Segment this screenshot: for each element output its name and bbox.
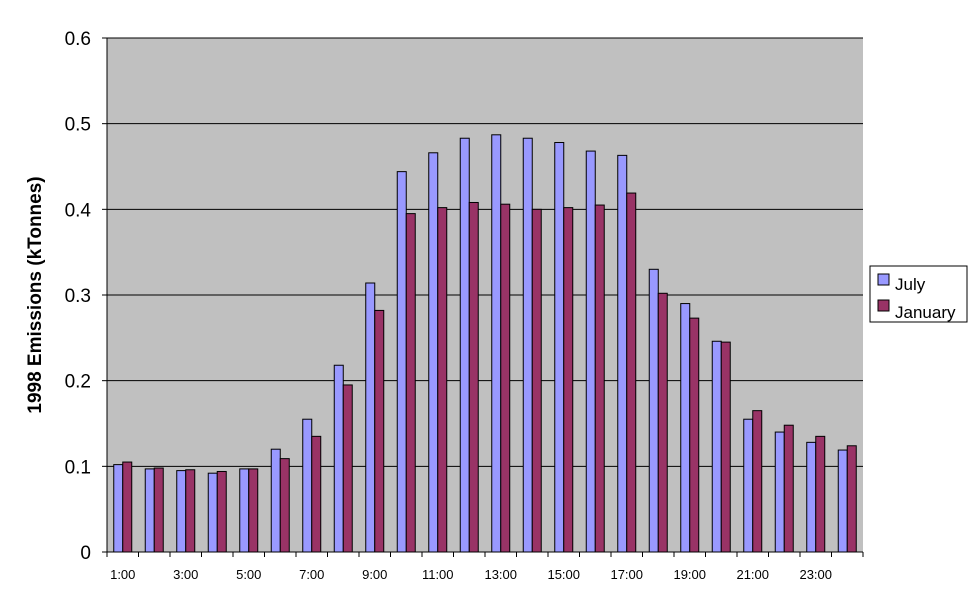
bar-january — [216, 470, 227, 553]
x-tick-label: 5:00 — [236, 567, 261, 582]
y-tick-label: 0.1 — [65, 457, 91, 478]
legend-swatch-july — [877, 273, 890, 286]
x-tick-label: 7:00 — [299, 567, 324, 582]
bar-january — [531, 208, 542, 553]
bar-july — [144, 468, 155, 553]
bar-july — [491, 134, 502, 553]
bar-july — [743, 418, 754, 553]
bar-july — [554, 142, 565, 553]
bar-july — [774, 431, 785, 553]
x-tick-label: 17:00 — [610, 567, 643, 582]
gridlines — [107, 37, 863, 467]
y-ticks: 0 0.1 0.2 0.3 0.4 0.5 0.6 — [65, 29, 107, 564]
bar-july — [239, 468, 250, 553]
bar-january — [626, 192, 637, 553]
legend-label-july: July — [895, 275, 926, 294]
bar-july — [648, 268, 659, 553]
bar-january — [122, 461, 133, 553]
x-tick-label: 1:00 — [110, 567, 135, 582]
bar-july — [270, 448, 281, 553]
bar-january — [846, 445, 857, 553]
bar-july — [711, 340, 722, 553]
y-axis-label: 1998 Emissions (kTonnes) — [25, 176, 46, 413]
bar-july — [522, 137, 533, 553]
bar-january — [468, 201, 479, 553]
bar-july — [837, 449, 848, 553]
x-ticks: 1:00 3:00 5:00 7:00 9:00 11:00 13:00 15:00 17:00… — [106, 552, 864, 582]
y-tick-label: 0.6 — [65, 29, 91, 50]
bar-july — [333, 364, 344, 553]
bar-january — [720, 341, 731, 553]
bar-january — [752, 410, 763, 553]
bar-july — [365, 282, 376, 553]
x-tick-label: 9:00 — [362, 567, 387, 582]
bar-july — [617, 154, 628, 553]
y-tick-label: 0.5 — [65, 115, 91, 136]
x-tick-label: 21:00 — [736, 567, 769, 582]
bar-january — [657, 292, 668, 553]
y-tick-label: 0.3 — [65, 286, 91, 307]
x-tick-label: 11:00 — [422, 567, 454, 582]
bar-july — [396, 171, 407, 553]
bar-january — [342, 384, 353, 553]
bar-january — [815, 435, 826, 553]
bar-january — [248, 468, 259, 553]
legend-label-january: January — [895, 303, 956, 322]
bar-july — [113, 464, 124, 553]
bar-july — [428, 152, 439, 553]
bar-january — [311, 435, 322, 553]
bar-january — [563, 207, 574, 553]
bar-july — [680, 303, 691, 553]
bar-july — [207, 472, 218, 553]
bar-january — [374, 309, 385, 553]
y-tick-label: 0.2 — [65, 372, 91, 393]
bar-july — [302, 418, 313, 553]
legend-swatch-january — [877, 299, 890, 312]
bar-january — [437, 207, 448, 553]
bar-july — [459, 137, 470, 553]
bar-january — [153, 467, 164, 553]
bar-january — [689, 317, 700, 553]
bars — [113, 134, 857, 553]
x-tick-label: 19:00 — [673, 567, 706, 582]
bar-july — [176, 470, 187, 553]
bar-july — [585, 150, 596, 553]
y-tick-label: 0.4 — [65, 200, 92, 221]
x-tick-label: 13:00 — [484, 567, 517, 582]
x-tick-label: 3:00 — [173, 567, 198, 582]
y-tick-label: 0 — [80, 543, 91, 564]
bar-january — [279, 458, 290, 553]
bar-july — [806, 441, 817, 553]
bar-january — [500, 203, 511, 553]
bar-january — [185, 469, 196, 553]
x-tick-label: 15:00 — [547, 567, 580, 582]
legend: July January — [869, 265, 968, 323]
bar-january — [783, 424, 794, 553]
bar-january — [405, 213, 416, 553]
bar-january — [594, 204, 605, 553]
x-tick-label: 23:00 — [799, 567, 832, 582]
